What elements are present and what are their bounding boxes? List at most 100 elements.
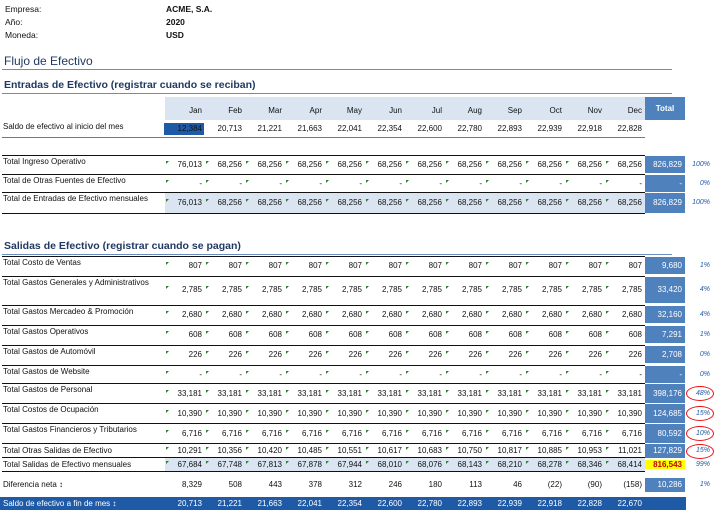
value-cell[interactable]: 807 [245,261,282,270]
value-cell[interactable]: - [365,370,402,379]
value-cell[interactable]: (22) [547,480,562,489]
value-cell[interactable]: 2,785 [325,285,362,294]
value-cell[interactable]: 10,390 [525,409,562,418]
value-cell[interactable]: 10,617 [365,446,402,455]
value-cell[interactable]: 68,256 [525,198,562,207]
value-cell[interactable]: 22,828 [577,499,602,508]
value-cell[interactable]: 6,716 [205,429,242,438]
value-cell[interactable]: 807 [525,261,562,270]
value-cell[interactable]: 67,684 [165,460,202,469]
value-cell[interactable]: - [485,370,522,379]
value-cell[interactable]: 443 [268,480,282,489]
value-cell[interactable]: 10,390 [605,409,642,418]
value-cell[interactable]: - [565,370,602,379]
value-cell[interactable]: 10,291 [165,446,202,455]
value-cell[interactable]: 68,143 [445,460,482,469]
value-cell[interactable]: 10,390 [445,409,482,418]
value-cell[interactable]: - [525,179,562,188]
value-cell[interactable]: 33,181 [165,389,202,398]
value-cell[interactable]: 2,785 [605,285,642,294]
value-cell[interactable]: 10,953 [565,446,602,455]
value-cell[interactable]: 22,354 [337,499,362,508]
value-cell[interactable]: 22,939 [537,124,562,133]
value-cell[interactable]: 20,713 [217,124,242,133]
value-cell[interactable]: 22,041 [297,499,322,508]
value-cell[interactable]: 33,181 [565,389,602,398]
value-cell[interactable]: 226 [405,350,442,359]
value-cell[interactable]: 608 [525,330,562,339]
value-cell[interactable]: 33,181 [325,389,362,398]
value-cell[interactable]: 608 [405,330,442,339]
value-cell[interactable]: 807 [565,261,602,270]
value-cell[interactable]: 8,329 [181,480,202,489]
value-cell[interactable]: 608 [605,330,642,339]
value-cell[interactable]: 10,390 [485,409,522,418]
value-cell[interactable]: - [605,370,642,379]
value-cell[interactable]: 2,785 [565,285,602,294]
value-cell[interactable]: 20,713 [177,499,202,508]
value-cell[interactable]: 226 [285,350,322,359]
value-cell[interactable]: 807 [445,261,482,270]
value-cell[interactable]: 2,680 [605,310,642,319]
value-cell[interactable]: 312 [348,480,362,489]
value-cell[interactable]: 807 [485,261,522,270]
value-cell[interactable]: 10,390 [245,409,282,418]
value-cell[interactable]: 2,785 [205,285,242,294]
value-cell[interactable]: 68,210 [485,460,522,469]
value-cell[interactable]: 608 [485,330,522,339]
value-cell[interactable]: 67,813 [245,460,282,469]
value-cell[interactable]: 33,181 [245,389,282,398]
value-cell[interactable]: 68,256 [285,198,322,207]
value-cell[interactable]: 68,414 [605,460,642,469]
value-cell[interactable]: - [405,370,442,379]
value-cell[interactable]: 10,390 [405,409,442,418]
value-cell[interactable]: 2,680 [245,310,282,319]
value-cell[interactable]: 226 [445,350,482,359]
value-cell[interactable]: 10,551 [325,446,362,455]
value-cell[interactable]: 33,181 [485,389,522,398]
value-cell[interactable]: 226 [245,350,282,359]
value-cell[interactable]: 68,256 [365,160,402,169]
value-cell[interactable]: 68,278 [525,460,562,469]
value-cell[interactable]: 2,680 [165,310,202,319]
value-cell[interactable]: - [445,370,482,379]
value-cell[interactable]: 6,716 [165,429,202,438]
value-cell[interactable]: 10,750 [445,446,482,455]
value-cell[interactable]: 608 [165,330,202,339]
value-cell[interactable]: 33,181 [405,389,442,398]
value-cell[interactable]: 22,670 [617,499,642,508]
anio-value[interactable]: 2020 [166,17,185,27]
empresa-value[interactable]: ACME, S.A. [166,4,213,14]
value-cell[interactable]: 6,716 [565,429,602,438]
value-cell[interactable]: 226 [365,350,402,359]
value-cell[interactable]: 608 [565,330,602,339]
value-cell[interactable]: 22,600 [377,499,402,508]
value-cell[interactable]: 68,256 [445,198,482,207]
value-cell[interactable]: 2,680 [485,310,522,319]
value-cell[interactable]: 2,785 [245,285,282,294]
value-cell[interactable]: 2,785 [165,285,202,294]
value-cell[interactable]: - [445,179,482,188]
value-cell[interactable]: - [245,179,282,188]
value-cell[interactable]: 807 [605,261,642,270]
value-cell[interactable]: 608 [365,330,402,339]
value-cell[interactable]: 2,785 [285,285,322,294]
value-cell[interactable]: 68,256 [405,160,442,169]
value-cell[interactable]: - [245,370,282,379]
value-cell[interactable]: 68,256 [565,198,602,207]
value-cell[interactable]: 68,256 [525,160,562,169]
value-cell[interactable]: 33,181 [205,389,242,398]
value-cell[interactable]: 226 [565,350,602,359]
value-cell[interactable]: 22,354 [377,124,402,133]
value-cell[interactable]: 33,181 [365,389,402,398]
value-cell[interactable]: 6,716 [605,429,642,438]
value-cell[interactable]: - [165,370,202,379]
value-cell[interactable]: 76,013 [165,160,202,169]
value-cell[interactable]: 6,716 [405,429,442,438]
value-cell[interactable]: - [205,179,242,188]
value-cell[interactable]: 2,785 [405,285,442,294]
value-cell[interactable]: 113 [469,480,482,489]
value-cell[interactable]: - [565,179,602,188]
value-cell[interactable]: 6,716 [365,429,402,438]
value-cell[interactable]: 33,181 [605,389,642,398]
